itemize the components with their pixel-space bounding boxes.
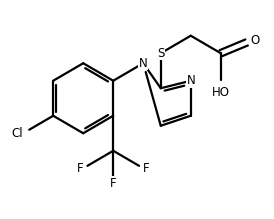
Text: F: F xyxy=(110,177,116,190)
Text: O: O xyxy=(251,34,260,47)
Text: Cl: Cl xyxy=(12,127,23,140)
Text: F: F xyxy=(143,162,150,175)
Text: N: N xyxy=(186,74,195,87)
Text: S: S xyxy=(157,47,164,60)
Text: N: N xyxy=(139,57,148,70)
Text: F: F xyxy=(77,162,83,175)
Text: HO: HO xyxy=(212,86,230,99)
